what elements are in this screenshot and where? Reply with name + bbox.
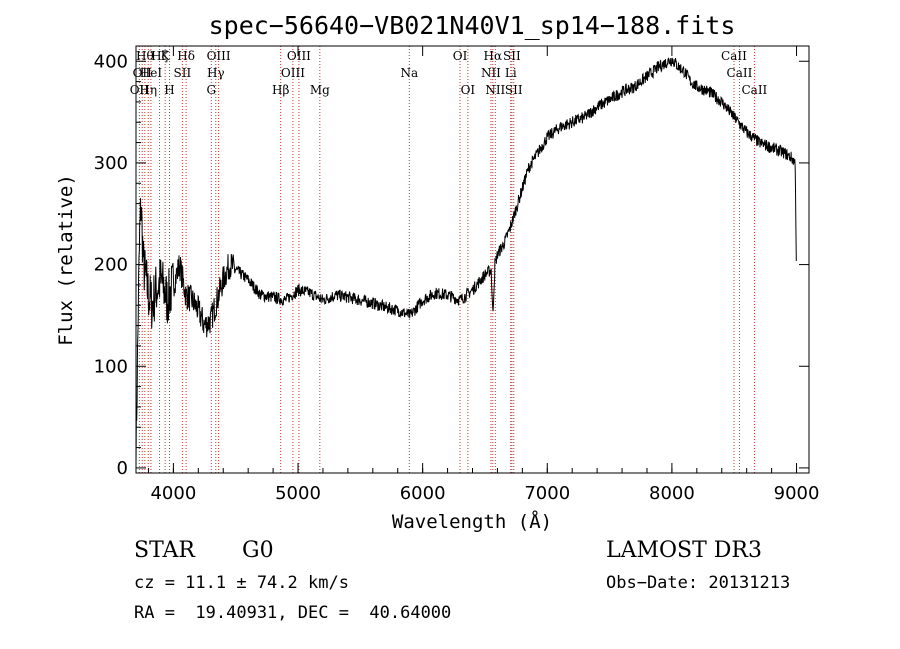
- y-axis-label: Flux (relative): [55, 174, 77, 346]
- line-label-23: Li: [505, 66, 517, 80]
- y-tick-label-3: 300: [94, 153, 128, 174]
- object-class: STAR: [134, 538, 195, 563]
- line-label-17: Na: [400, 66, 418, 80]
- line-label-14: OIII: [281, 66, 305, 80]
- line-labels: OIIOIIHθHηHeIHζKHSIIHδGHγOIIIHβOIIIOIIIM…: [130, 49, 768, 97]
- line-label-9: Hδ: [177, 49, 195, 63]
- line-label-28: CaII: [741, 83, 767, 97]
- line-label-16: Mg: [310, 83, 330, 97]
- line-label-22: NII: [485, 83, 505, 97]
- line-label-10: G: [206, 83, 216, 97]
- object-subclass: G0: [242, 538, 274, 563]
- line-label-2: Hθ: [136, 49, 154, 63]
- line-label-21: Hα: [484, 49, 503, 63]
- y-tick-label-0: 0: [117, 458, 128, 479]
- chart-title: spec−56640−VB021N40V1_sp14−188.fits: [209, 11, 736, 40]
- x-tick-label-5: 9000: [774, 483, 820, 504]
- line-label-19: OI: [461, 83, 476, 97]
- y-tick-label-1: 100: [94, 356, 128, 377]
- line-label-7: H: [164, 83, 174, 97]
- obs-date: Obs−Date: 20131213: [606, 573, 791, 593]
- line-label-3: Hη: [139, 83, 157, 97]
- line-label-26: CaII: [721, 49, 747, 63]
- x-ticks: 4000 5000 6000 7000 8000 9000: [147, 46, 820, 504]
- line-label-27: CaII: [727, 66, 753, 80]
- survey-name: LAMOST DR3: [606, 538, 762, 563]
- y-tick-label-2: 200: [94, 255, 128, 276]
- y-ticks: 0 100 200 300 400: [94, 51, 809, 479]
- line-label-18: OI: [453, 49, 468, 63]
- line-label-25: SII: [505, 83, 523, 97]
- line-label-0: OII: [130, 83, 150, 97]
- line-label-8: SII: [174, 66, 192, 80]
- line-label-20: NII: [481, 66, 501, 80]
- x-tick-label-0: 4000: [150, 483, 196, 504]
- line-label-15: OIII: [287, 49, 311, 63]
- line-label-4: HeI: [140, 66, 163, 80]
- x-tick-label-4: 8000: [649, 483, 695, 504]
- x-tick-label-3: 7000: [524, 483, 570, 504]
- spectrum-line: [135, 57, 797, 468]
- y-tick-label-4: 400: [94, 51, 128, 72]
- line-label-6: K: [161, 49, 171, 63]
- line-label-12: OIII: [207, 49, 231, 63]
- line-label-13: Hβ: [272, 83, 289, 97]
- line-label-5: Hζ: [151, 49, 168, 63]
- line-label-24: SII: [503, 49, 521, 63]
- coordinates: RA = 19.40931, DEC = 40.64000: [134, 603, 452, 623]
- x-tick-label-2: 6000: [400, 483, 446, 504]
- line-label-1: OII: [133, 66, 153, 80]
- line-label-11: Hγ: [207, 66, 225, 80]
- x-axis-label: Wavelength (Å): [392, 510, 552, 533]
- x-tick-label-1: 5000: [275, 483, 321, 504]
- plot-frame: [135, 45, 810, 474]
- redshift-text: cz = 11.1 ± 74.2 km/s: [134, 573, 349, 593]
- line-markers: [138, 46, 755, 473]
